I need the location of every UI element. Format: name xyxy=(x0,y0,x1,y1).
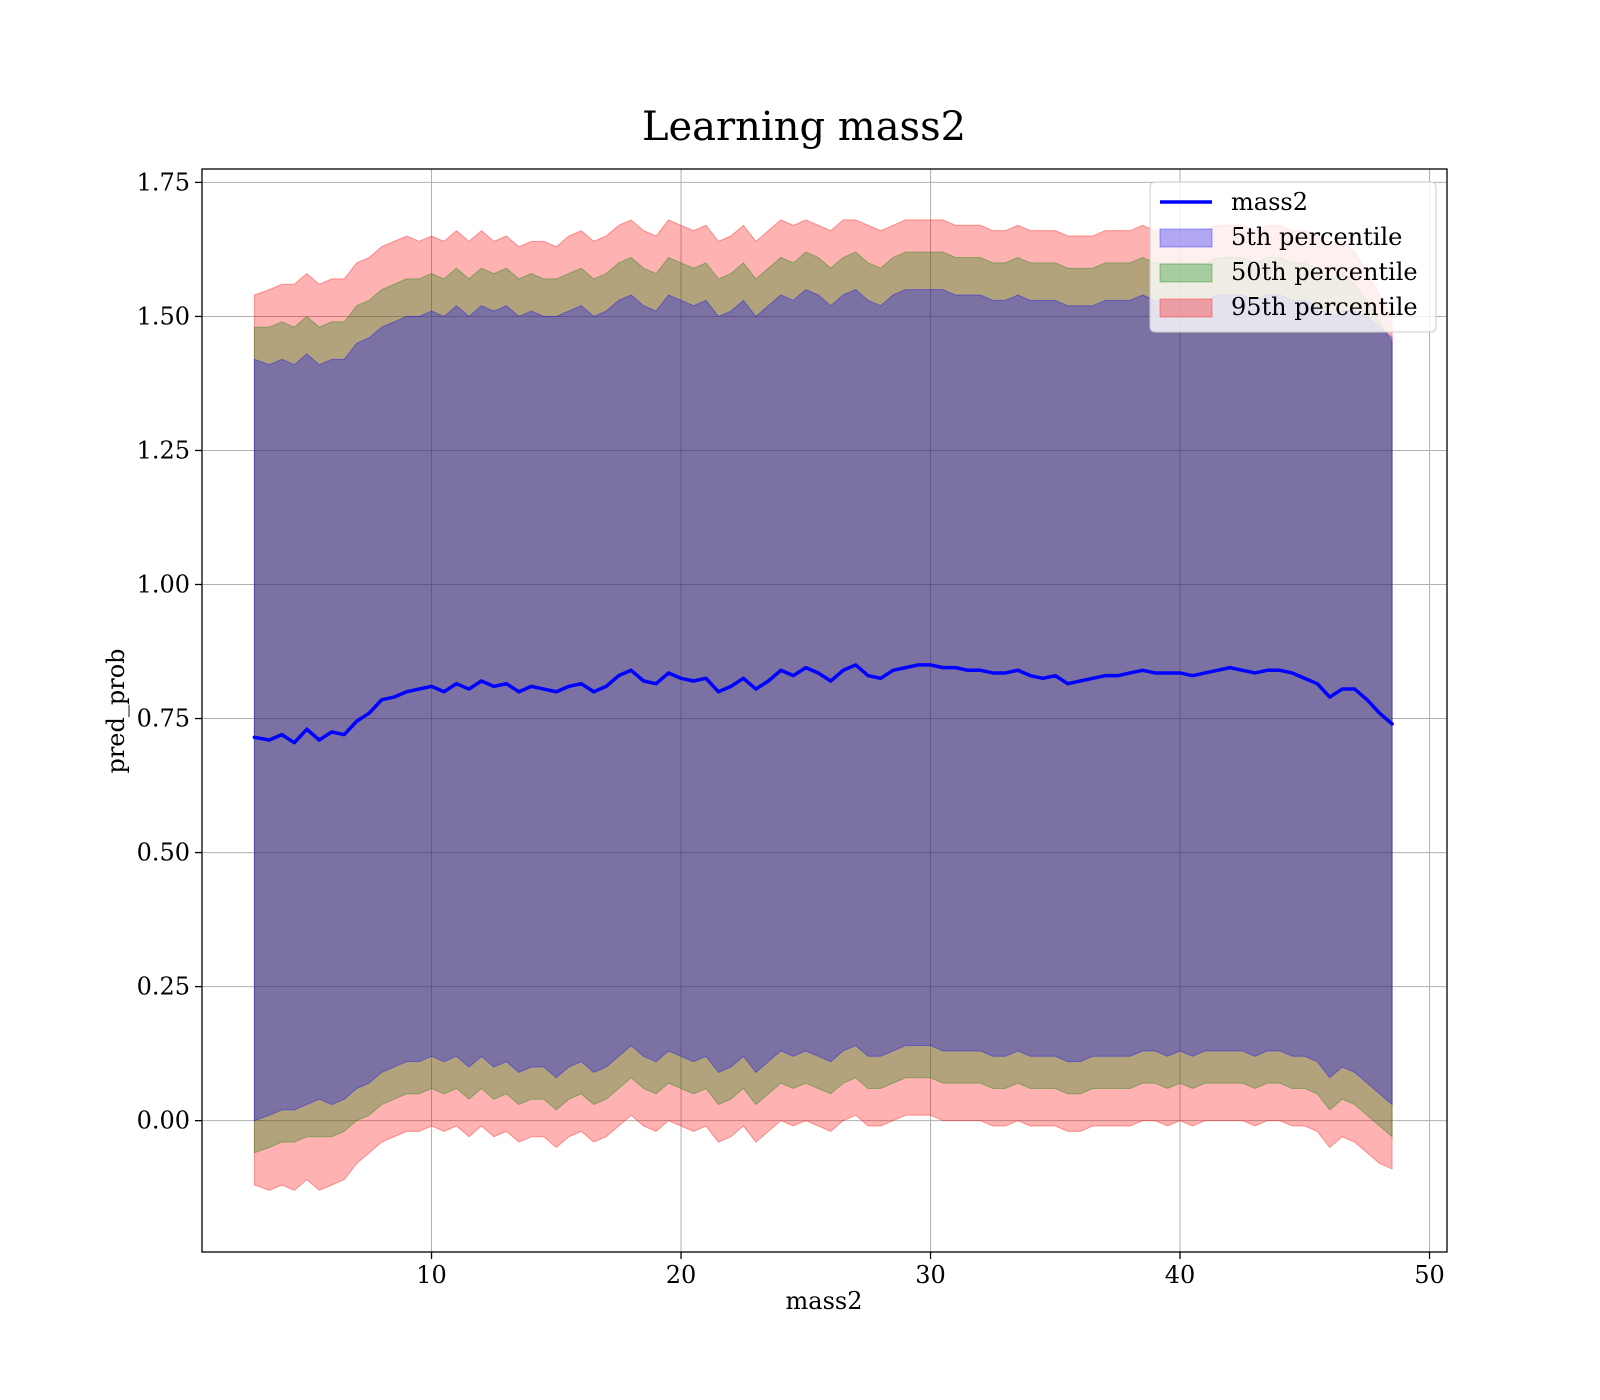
y-axis: 0.00 0.25 0.50 0.75 1.00 1.25 1.50 1.75 xyxy=(137,168,202,1135)
y-tick-label: 0.50 xyxy=(137,839,190,867)
legend-swatch-5th xyxy=(1159,228,1213,248)
y-tick-label: 0.75 xyxy=(137,705,190,733)
y-axis-label: pred_prob xyxy=(102,648,130,773)
legend-swatch-95th xyxy=(1159,298,1213,318)
x-tick-label: 40 xyxy=(1165,1261,1196,1289)
band-5th-percentile xyxy=(253,289,1393,1122)
legend-label-50th: 50th percentile xyxy=(1231,258,1418,286)
x-tick-label: 50 xyxy=(1414,1261,1445,1289)
percentile-bands xyxy=(253,219,1393,1191)
band-95th-percentile xyxy=(253,219,1393,1191)
legend-label-mass2: mass2 xyxy=(1231,188,1308,216)
legend-box xyxy=(1149,181,1437,333)
band-50th-percentile xyxy=(253,251,1393,1154)
legend: mass2 5th percentile 50th percentile 95t… xyxy=(1149,181,1437,333)
x-tick-label: 30 xyxy=(915,1261,946,1289)
x-axis: 10 20 30 40 50 xyxy=(416,1252,1445,1289)
x-axis-label: mass2 xyxy=(786,1287,863,1315)
plot-frame xyxy=(201,168,1448,1253)
series-line-mass2 xyxy=(252,663,1394,745)
y-tick-label: 0.25 xyxy=(137,973,190,1001)
y-tick-label: 1.75 xyxy=(137,168,190,196)
grid xyxy=(202,169,1447,1252)
series-lines xyxy=(252,663,1394,745)
x-tick-label: 10 xyxy=(416,1261,447,1289)
y-tick-label: 1.50 xyxy=(137,302,190,330)
x-tick-label: 20 xyxy=(666,1261,697,1289)
y-tick-label: 1.25 xyxy=(137,436,190,464)
chart-title: Learning mass2 xyxy=(642,104,966,150)
y-tick-label: 0.00 xyxy=(137,1107,190,1135)
legend-swatch-50th xyxy=(1159,263,1213,283)
legend-label-95th: 95th percentile xyxy=(1231,293,1418,321)
y-tick-label: 1.00 xyxy=(137,571,190,599)
legend-label-5th: 5th percentile xyxy=(1231,223,1402,251)
